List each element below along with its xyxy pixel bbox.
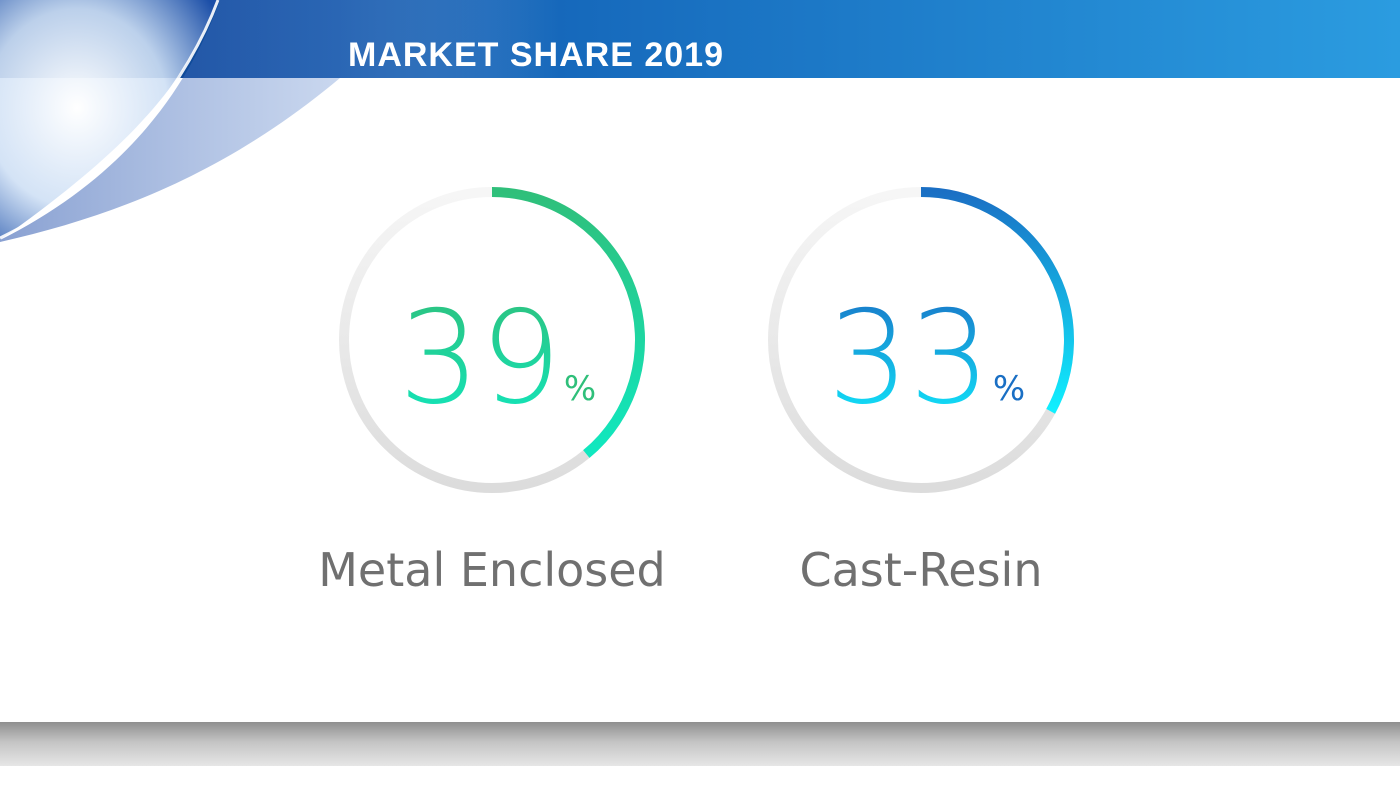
donut-value-label: 39 — [399, 284, 562, 433]
footer-band — [0, 722, 1400, 766]
donut-value-arc — [920, 187, 1074, 414]
header-curl — [0, 0, 560, 242]
donut-category-label: Metal Enclosed — [318, 543, 666, 597]
donut-unit-label: % — [993, 369, 1025, 409]
donut-unit-label: % — [564, 369, 596, 409]
page-title: MARKET SHARE 2019 — [348, 36, 724, 74]
donut-value-label: 33 — [828, 284, 991, 433]
donut-value-arc — [491, 187, 646, 458]
donut-category-label: Cast-Resin — [799, 543, 1042, 597]
